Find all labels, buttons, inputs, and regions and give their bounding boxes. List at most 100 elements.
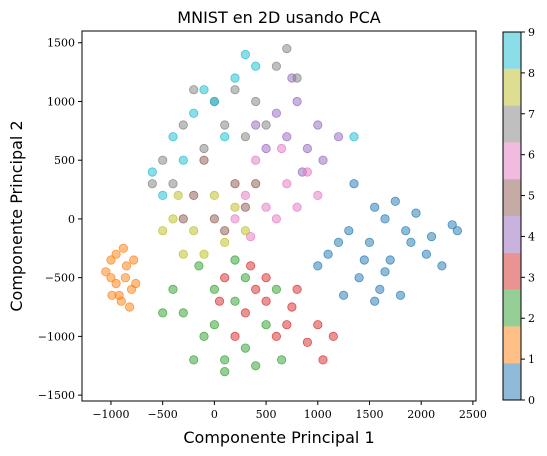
scatter-point — [200, 144, 208, 152]
scatter-point — [277, 144, 285, 152]
scatter-point — [252, 180, 260, 188]
x-tick-label: 1500 — [355, 408, 383, 421]
scatter-point — [272, 285, 280, 293]
chart-title: MNIST en 2D usando PCA — [177, 8, 380, 27]
scatter-point — [283, 133, 291, 141]
scatter-point — [303, 144, 311, 152]
scatter-point — [453, 227, 461, 235]
scatter-point — [252, 362, 260, 370]
scatter-point — [107, 256, 115, 264]
scatter-point — [179, 215, 187, 223]
scatter-point — [221, 133, 229, 141]
scatter-point — [272, 109, 280, 117]
scatter-point — [283, 44, 291, 52]
scatter-point — [241, 227, 249, 235]
scatter-point — [371, 203, 379, 211]
colorbar-segment — [503, 216, 521, 253]
scatter-point — [231, 203, 239, 211]
scatter-point — [195, 262, 203, 270]
scatter-point — [231, 86, 239, 94]
scatter-point — [241, 274, 249, 282]
scatter-point — [241, 133, 249, 141]
scatter-point — [350, 133, 358, 141]
scatter-point — [319, 356, 327, 364]
scatter-point — [231, 74, 239, 82]
colorbar-tick-label: 1 — [528, 353, 535, 366]
scatter-point — [293, 97, 301, 105]
scatter-point — [303, 338, 311, 346]
y-tick-label: −1000 — [38, 330, 75, 343]
scatter-point — [324, 250, 332, 258]
y-tick-label: 1000 — [47, 95, 75, 108]
scatter-point — [412, 209, 420, 217]
scatter-point — [190, 86, 198, 94]
scatter-point — [293, 74, 301, 82]
scatter-point — [159, 191, 167, 199]
scatter-point — [179, 309, 187, 317]
scatter-point — [241, 191, 249, 199]
colorbar-segment — [503, 179, 521, 216]
scatter-point — [407, 238, 415, 246]
scatter-point — [241, 50, 249, 58]
scatter-point — [283, 180, 291, 188]
y-tick-label: 500 — [54, 154, 75, 167]
scatter-point — [169, 285, 177, 293]
scatter-point — [169, 180, 177, 188]
scatter-point — [283, 321, 291, 329]
scatter-point — [210, 97, 218, 105]
scatter-point — [272, 62, 280, 70]
scatter-point — [221, 367, 229, 375]
scatter-point — [262, 321, 270, 329]
colorbar-segment — [503, 326, 521, 363]
scatter-point — [200, 332, 208, 340]
scatter-point — [360, 256, 368, 264]
scatter-point — [148, 180, 156, 188]
colorbar-segment — [503, 106, 521, 143]
scatter-point — [231, 332, 239, 340]
scatter-point — [190, 191, 198, 199]
y-tick-label: −500 — [45, 272, 75, 285]
colorbar-segment — [503, 142, 521, 179]
scatter-point — [350, 180, 358, 188]
scatter-point — [221, 356, 229, 364]
scatter-point — [200, 86, 208, 94]
scatter-point — [396, 291, 404, 299]
colorbar-segment — [503, 32, 521, 69]
y-tick-label: 0 — [68, 213, 75, 226]
scatter-point — [252, 121, 260, 129]
scatter-point — [231, 297, 239, 305]
scatter-point — [174, 191, 182, 199]
scatter-point — [210, 191, 218, 199]
scatter-point — [386, 256, 394, 264]
scatter-point — [438, 262, 446, 270]
scatter-point — [329, 332, 337, 340]
scatter-point — [339, 291, 347, 299]
scatter-point — [112, 279, 120, 287]
scatter-point — [422, 250, 430, 258]
scatter-point — [319, 156, 327, 164]
scatter-point — [314, 121, 322, 129]
x-tick-label: 2500 — [459, 408, 487, 421]
x-tick-label: −500 — [148, 408, 178, 421]
scatter-point — [371, 297, 379, 305]
scatter-point — [210, 285, 218, 293]
scatter-point — [241, 309, 249, 317]
colorbar-tick-label: 9 — [528, 26, 535, 39]
scatter-point — [231, 180, 239, 188]
x-tick-label: 0 — [211, 408, 218, 421]
y-tick-label: −1500 — [38, 389, 75, 402]
colorbar-segment — [503, 363, 521, 400]
scatter-point — [365, 238, 373, 246]
colorbar-tick-label: 4 — [528, 230, 535, 243]
scatter-point — [190, 356, 198, 364]
colorbar-tick-label: 8 — [528, 67, 535, 80]
scatter-point — [277, 356, 285, 364]
scatter-point — [148, 168, 156, 176]
scatter-point — [252, 156, 260, 164]
scatter-point — [272, 332, 280, 340]
scatter-point — [427, 232, 435, 240]
colorbar-tick-label: 2 — [528, 312, 535, 325]
scatter-point — [210, 321, 218, 329]
scatter-point — [200, 250, 208, 258]
